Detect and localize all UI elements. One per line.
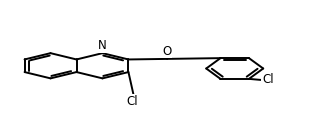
Text: Cl: Cl [126,95,138,108]
Text: Cl: Cl [262,73,274,86]
Text: O: O [162,45,172,58]
Text: N: N [98,39,107,52]
